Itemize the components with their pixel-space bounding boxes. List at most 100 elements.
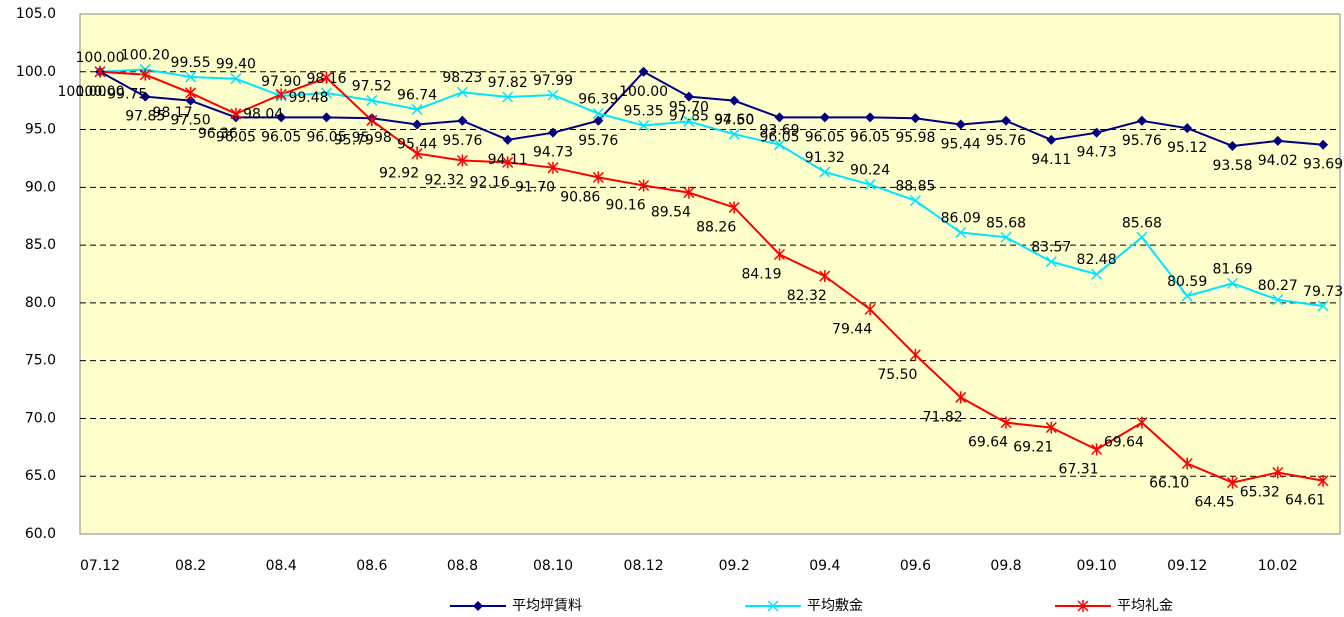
x-tick-label: 07.12	[80, 558, 120, 574]
legend-item: 平均敷金	[745, 598, 863, 614]
marker	[1045, 256, 1057, 268]
x-tick-label: 08.8	[447, 558, 478, 574]
y-tick-label: 65.0	[25, 468, 56, 484]
legend-label: 平均敷金	[807, 598, 863, 614]
y-tick-label: 75.0	[25, 353, 56, 369]
y-tick-label: 60.0	[25, 526, 56, 542]
x-tick-label: 09.4	[809, 558, 840, 574]
marker	[94, 65, 106, 78]
marker	[1272, 135, 1283, 146]
marker	[1136, 115, 1147, 126]
marker	[1001, 115, 1011, 126]
marker	[638, 66, 649, 77]
data-label: 95.98	[895, 130, 935, 146]
marker	[1091, 268, 1103, 280]
data-label: 96.05	[261, 129, 301, 145]
marker	[1182, 123, 1193, 134]
data-label: 94.73	[533, 145, 573, 161]
data-label: 69.64	[1104, 435, 1144, 451]
marker	[773, 139, 786, 151]
marker	[909, 195, 921, 207]
data-label: 96.05	[216, 129, 256, 145]
data-label: 99.75	[107, 87, 147, 103]
marker	[502, 91, 514, 103]
x-tick-label: 09.6	[900, 558, 931, 574]
data-label: 96.05	[805, 129, 845, 145]
marker	[548, 127, 558, 138]
data-label: 100.00	[619, 84, 668, 100]
legend-label: 平均礼金	[1117, 598, 1173, 614]
marker	[728, 128, 740, 140]
marker	[321, 112, 332, 123]
data-label: 97.85	[125, 109, 165, 125]
marker	[139, 68, 151, 81]
marker	[502, 156, 514, 169]
data-label: 91.70	[515, 180, 555, 196]
marker	[275, 88, 287, 101]
data-label: 95.44	[941, 136, 981, 152]
marker	[864, 179, 876, 191]
marker	[683, 91, 694, 102]
data-label: 97.85	[669, 109, 709, 125]
data-label: 91.32	[805, 150, 845, 166]
data-label: 69.21	[1013, 440, 1053, 456]
series-line	[99, 70, 1324, 484]
y-tick-label: 85.0	[25, 237, 56, 253]
data-label: 97.50	[714, 113, 754, 129]
data-label: 99.40	[216, 57, 256, 73]
data-label: 94.60	[714, 112, 754, 128]
data-label: 65.32	[1240, 485, 1280, 501]
data-label: 97.50	[171, 113, 211, 129]
marker	[955, 119, 966, 130]
marker	[320, 87, 333, 99]
data-label: 89.54	[651, 205, 691, 221]
marker	[411, 103, 423, 115]
legend-item: 平均礼金	[1055, 598, 1173, 614]
marker	[774, 112, 785, 123]
data-label: 95.70	[669, 99, 709, 115]
marker	[638, 119, 650, 132]
marker	[457, 115, 468, 126]
marker	[547, 89, 559, 101]
y-tick-label: 105.0	[16, 6, 56, 22]
data-label: 95.12	[1167, 140, 1207, 156]
marker	[593, 115, 604, 126]
x-tick-label: 08.2	[175, 558, 206, 574]
x-tick-label: 08.10	[533, 558, 573, 574]
marker	[1317, 300, 1329, 312]
data-label: 69.64	[968, 435, 1008, 451]
data-label: 96.36	[198, 126, 238, 142]
data-label: 95.79	[334, 132, 374, 148]
marker	[773, 248, 786, 261]
marker	[230, 73, 242, 85]
x-tick-label: 09.12	[1167, 558, 1207, 574]
data-label: 82.48	[1077, 252, 1117, 268]
data-label: 100.20	[121, 47, 170, 63]
data-label: 79.73	[1303, 284, 1343, 300]
y-tick-label: 90.0	[25, 179, 56, 195]
marker	[767, 600, 779, 612]
marker	[456, 154, 468, 167]
marker	[1226, 277, 1239, 289]
marker	[320, 71, 333, 84]
data-label: 100.00	[58, 84, 107, 100]
marker	[1000, 416, 1012, 429]
data-label: 96.05	[306, 129, 346, 145]
data-label: 94.73	[1077, 145, 1117, 161]
series-line	[99, 70, 1324, 147]
marker	[1317, 474, 1329, 487]
data-label: 85.68	[986, 215, 1026, 231]
marker	[1318, 139, 1329, 150]
data-label: 95.44	[397, 136, 437, 152]
marker	[1181, 290, 1193, 302]
data-label: 98.04	[243, 106, 283, 122]
legend-item: 平均坪賃料	[450, 598, 582, 614]
data-label: 92.16	[470, 174, 510, 190]
data-label: 97.52	[352, 78, 392, 94]
marker	[909, 348, 921, 361]
x-tick-label: 10.02	[1258, 558, 1298, 574]
data-label: 98.17	[153, 105, 193, 121]
marker	[1136, 231, 1148, 243]
x-tick-label: 08.6	[356, 558, 387, 574]
